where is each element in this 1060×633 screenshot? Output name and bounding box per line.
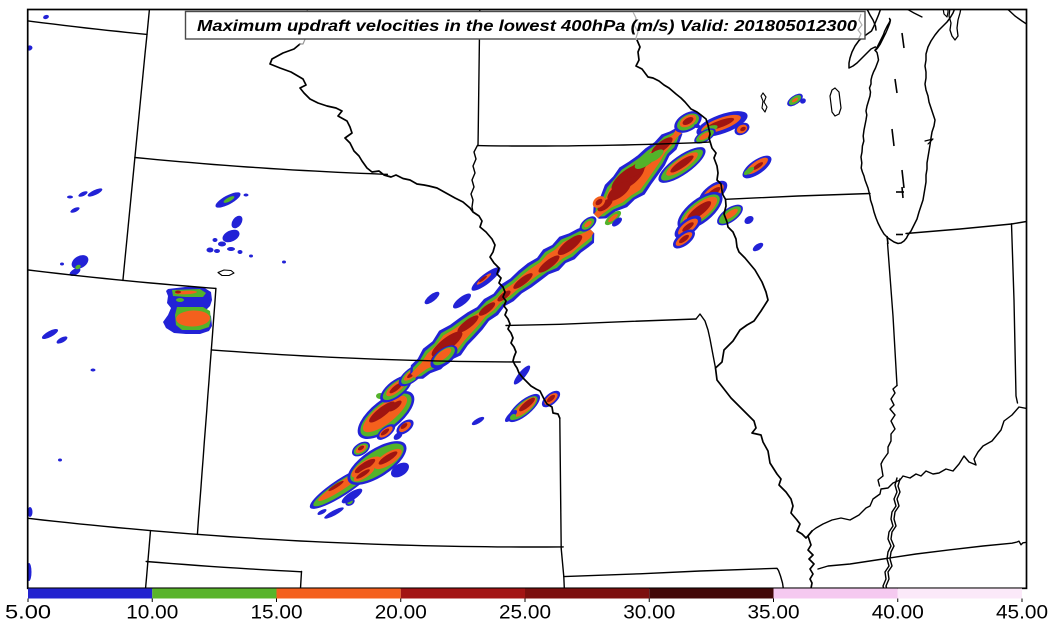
svg-text:Maximum updraft velocities in: Maximum updraft velocities in the lowest… bbox=[197, 18, 857, 35]
svg-text:20.00: 20.00 bbox=[375, 603, 427, 624]
svg-text:45.00: 45.00 bbox=[996, 603, 1048, 624]
svg-text:40.00: 40.00 bbox=[872, 603, 924, 624]
svg-text:25.00: 25.00 bbox=[499, 603, 551, 624]
svg-text:30.00: 30.00 bbox=[623, 603, 675, 624]
svg-text:35.00: 35.00 bbox=[748, 603, 800, 624]
svg-text:5.00: 5.00 bbox=[5, 603, 51, 624]
svg-text:15.00: 15.00 bbox=[251, 603, 303, 624]
svg-text:10.00: 10.00 bbox=[126, 603, 178, 624]
